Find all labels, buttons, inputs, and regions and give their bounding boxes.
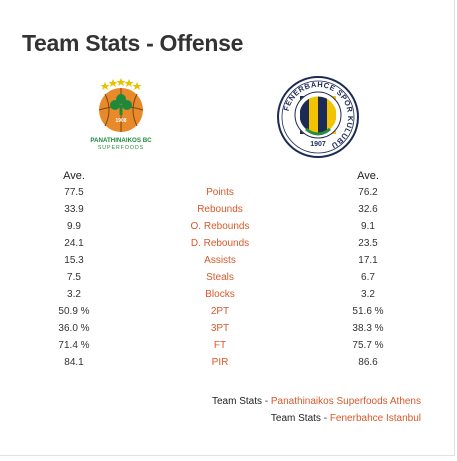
left-value: 33.9 — [64, 204, 84, 215]
right-value: 6.7 — [361, 272, 375, 283]
stat-row-d-rebounds: 24.1 D. Rebounds 23.5 — [0, 237, 457, 254]
pao-logo-text-bottom: SUPERFOODS — [98, 145, 144, 151]
fener-logo-year: 1907 — [310, 141, 326, 148]
right-value: 75.7 % — [352, 340, 384, 351]
stat-label[interactable]: FT — [213, 340, 227, 351]
stat-label[interactable]: PIR — [211, 357, 229, 368]
right-value: 9.1 — [361, 221, 375, 232]
right-value: 3.2 — [361, 289, 375, 300]
stat-row-rebounds: 33.9 Rebounds 32.6 — [0, 203, 457, 220]
stat-row-2pt: 50.9 % 2PT 51.6 % — [0, 305, 457, 322]
stat-row-pir: 84.1 PIR 86.6 — [0, 356, 457, 373]
stat-label[interactable]: O. Rebounds — [190, 221, 250, 232]
right-value: 17.1 — [358, 255, 378, 266]
stat-row-points: 77.5 Points 76.2 — [0, 186, 457, 203]
team-stats-link-row: Team Stats - Panathinaikos Superfoods At… — [212, 393, 421, 410]
link-separator: - — [262, 396, 271, 407]
stat-row-blocks: 3.2 Blocks 3.2 — [0, 288, 457, 305]
stat-row-ft: 71.4 % FT 75.7 % — [0, 339, 457, 356]
stat-label[interactable]: D. Rebounds — [190, 238, 250, 249]
right-value: 76.2 — [358, 187, 378, 198]
right-value: 86.6 — [358, 357, 378, 368]
pao-logo-text-top: PANATHINAIKOS BC — [90, 137, 152, 144]
left-value: 71.4 % — [58, 340, 90, 351]
left-value: 50.9 % — [58, 306, 90, 317]
stat-label[interactable]: Steals — [206, 272, 234, 283]
panathinaikos-logo: 1908 PANATHINAIKOS BC SUPERFOODS — [90, 78, 152, 151]
team-stats-link-row: Team Stats - Fenerbahce Istanbul — [212, 410, 421, 427]
right-col-header: Ave. — [357, 170, 379, 182]
left-value: 84.1 — [64, 357, 84, 368]
stat-row-steals: 7.5 Steals 6.7 — [0, 271, 457, 288]
stat-label[interactable]: 2PT — [210, 306, 230, 317]
stat-label[interactable]: Rebounds — [197, 204, 243, 215]
left-value: 15.3 — [64, 255, 84, 266]
left-value: 3.2 — [67, 289, 81, 300]
page-title: Team Stats - Offense — [22, 30, 244, 56]
team-stats-prefix: Team Stats — [211, 396, 262, 407]
left-col-header: Ave. — [63, 170, 85, 182]
left-value: 7.5 — [67, 272, 81, 283]
link-separator: - — [320, 413, 330, 424]
panathinaikos-team-stats-link[interactable]: Panathinaikos Superfoods Athens — [270, 396, 421, 407]
left-value: 9.9 — [67, 221, 81, 232]
left-value: 36.0 % — [58, 323, 90, 334]
stat-label[interactable]: Blocks — [205, 289, 235, 300]
right-value: 38.3 % — [352, 323, 384, 334]
stat-label[interactable]: Assists — [204, 255, 236, 266]
stat-label[interactable]: 3PT — [210, 323, 230, 334]
team-stats-links: Team Stats - Panathinaikos Superfoods At… — [212, 393, 421, 427]
fenerbahce-logo: FENERBAHCE SPOR KULUBU 1907 — [277, 76, 359, 158]
pao-logo-year: 1908 — [115, 118, 126, 124]
stat-row-o-rebounds: 9.9 O. Rebounds 9.1 — [0, 220, 457, 237]
left-value: 77.5 — [64, 187, 84, 198]
stat-row-assists: 15.3 Assists 17.1 — [0, 254, 457, 271]
right-value: 32.6 — [358, 204, 378, 215]
fenerbahce-team-stats-link[interactable]: Fenerbahce Istanbul — [329, 413, 421, 424]
stats-table: 77.5 Points 76.2 33.9 Rebounds 32.6 9.9 … — [0, 186, 457, 373]
right-value: 23.5 — [358, 238, 378, 249]
stat-row-3pt: 36.0 % 3PT 38.3 % — [0, 322, 457, 339]
stat-label[interactable]: Points — [206, 187, 234, 198]
team-stats-prefix: Team Stats — [270, 413, 321, 424]
left-value: 24.1 — [64, 238, 84, 249]
right-value: 51.6 % — [352, 306, 384, 317]
